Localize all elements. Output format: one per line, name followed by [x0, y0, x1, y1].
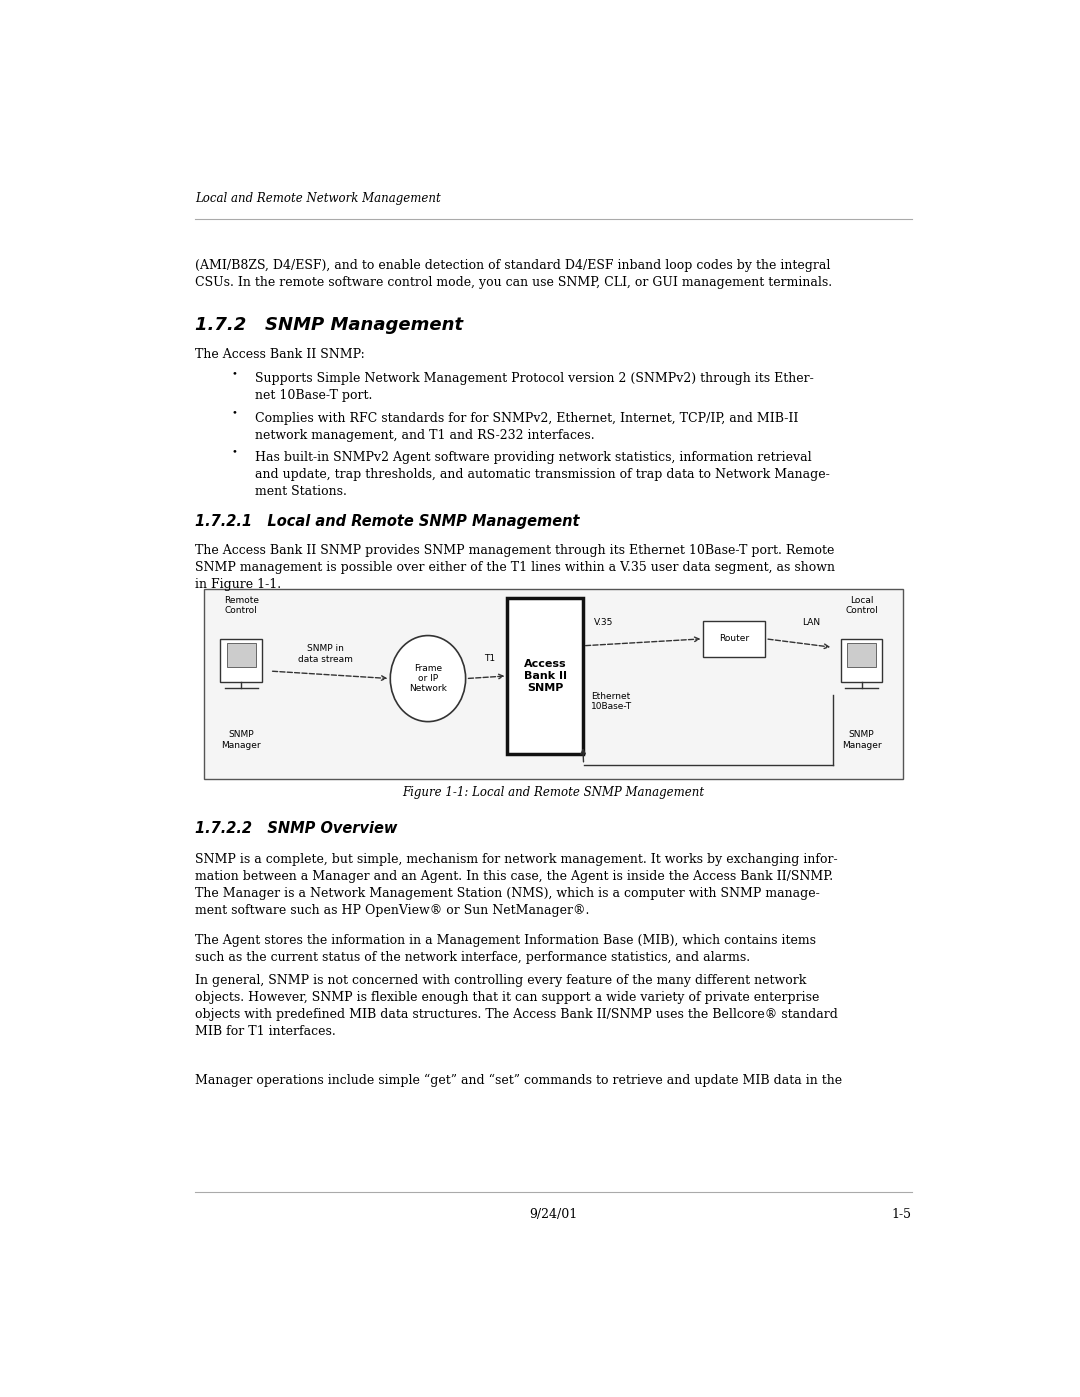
- Text: SNMP is a complete, but simple, mechanism for network management. It works by ex: SNMP is a complete, but simple, mechanis…: [195, 852, 838, 916]
- Text: 9/24/01: 9/24/01: [529, 1208, 578, 1221]
- Text: 1-5: 1-5: [892, 1208, 912, 1221]
- Text: Complies with RFC standards for for SNMPv2, Ethernet, Internet, TCP/IP, and MIB-: Complies with RFC standards for for SNMP…: [255, 412, 798, 441]
- FancyBboxPatch shape: [847, 643, 876, 666]
- FancyBboxPatch shape: [227, 643, 256, 666]
- Text: The Access Bank II SNMP provides SNMP management through its Ethernet 10Base-T p: The Access Bank II SNMP provides SNMP ma…: [195, 545, 835, 591]
- Text: In general, SNMP is not concerned with controlling every feature of the many dif: In general, SNMP is not concerned with c…: [195, 975, 838, 1038]
- Text: 1.7.2.1   Local and Remote SNMP Management: 1.7.2.1 Local and Remote SNMP Management: [195, 514, 580, 529]
- Text: Router: Router: [719, 634, 750, 643]
- Text: 1.7.2   SNMP Management: 1.7.2 SNMP Management: [195, 316, 463, 334]
- Text: (AMI/B8ZS, D4/ESF), and to enable detection of standard D4/ESF inband loop codes: (AMI/B8ZS, D4/ESF), and to enable detect…: [195, 258, 833, 289]
- Text: •: •: [231, 408, 238, 418]
- Text: LAN: LAN: [802, 617, 820, 627]
- Text: Access
Bank II
SNMP: Access Bank II SNMP: [524, 658, 567, 693]
- Text: Frame
or IP
Network: Frame or IP Network: [409, 664, 447, 693]
- Text: SNMP in
data stream: SNMP in data stream: [298, 644, 353, 664]
- Text: •: •: [231, 369, 238, 377]
- FancyBboxPatch shape: [840, 638, 882, 682]
- Text: T1: T1: [484, 654, 496, 662]
- Text: V.35: V.35: [594, 617, 613, 627]
- Text: 1.7.2.2   SNMP Overview: 1.7.2.2 SNMP Overview: [195, 820, 397, 835]
- Text: Local and Remote Network Management: Local and Remote Network Management: [195, 193, 441, 205]
- FancyBboxPatch shape: [220, 638, 262, 682]
- Text: Figure 1-1: Local and Remote SNMP Management: Figure 1-1: Local and Remote SNMP Manage…: [403, 787, 704, 799]
- Text: Remote
Control: Remote Control: [224, 595, 259, 615]
- Text: The Access Bank II SNMP:: The Access Bank II SNMP:: [195, 348, 365, 362]
- FancyBboxPatch shape: [508, 598, 583, 754]
- Text: The Agent stores the information in a Management Information Base (MIB), which c: The Agent stores the information in a Ma…: [195, 933, 816, 964]
- Text: Ethernet
10Base-T: Ethernet 10Base-T: [591, 692, 632, 711]
- Text: Local
Control: Local Control: [846, 595, 878, 615]
- Text: SNMP
Manager: SNMP Manager: [221, 731, 261, 750]
- Text: Manager operations include simple “get” and “set” commands to retrieve and updat: Manager operations include simple “get” …: [195, 1073, 842, 1087]
- Text: Has built-in SNMPv2 Agent software providing network statistics, information ret: Has built-in SNMPv2 Agent software provi…: [255, 451, 829, 497]
- Text: •: •: [231, 447, 238, 457]
- FancyBboxPatch shape: [703, 620, 766, 657]
- Text: SNMP
Manager: SNMP Manager: [841, 731, 881, 750]
- Ellipse shape: [390, 636, 465, 722]
- FancyBboxPatch shape: [204, 590, 903, 778]
- Text: Supports Simple Network Management Protocol version 2 (SNMPv2) through its Ether: Supports Simple Network Management Proto…: [255, 372, 813, 402]
